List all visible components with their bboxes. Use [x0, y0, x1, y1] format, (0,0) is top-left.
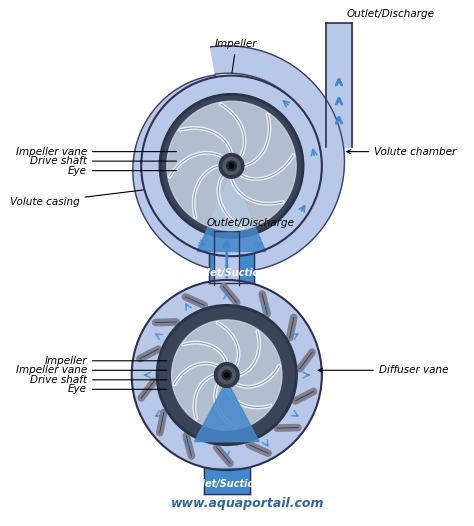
- Bar: [204, 468, 250, 494]
- Text: Outlet/Discharge: Outlet/Discharge: [346, 8, 435, 18]
- Text: Diffuser vane: Diffuser vane: [318, 365, 448, 375]
- Polygon shape: [194, 381, 259, 442]
- Bar: [209, 254, 255, 283]
- Circle shape: [167, 101, 296, 230]
- Circle shape: [224, 373, 229, 378]
- Text: Impeller vane: Impeller vane: [16, 147, 176, 157]
- Circle shape: [156, 305, 297, 446]
- Polygon shape: [197, 174, 266, 251]
- Text: Volute chamber: Volute chamber: [347, 147, 456, 157]
- Bar: [214, 230, 239, 285]
- Circle shape: [219, 154, 244, 178]
- Text: Drive shaft: Drive shaft: [30, 375, 167, 385]
- Circle shape: [162, 96, 301, 235]
- Circle shape: [172, 320, 282, 430]
- Text: Eye: Eye: [68, 385, 167, 394]
- Circle shape: [227, 161, 236, 170]
- Text: Impeller vane: Impeller vane: [16, 365, 167, 375]
- Text: Impeller: Impeller: [45, 356, 167, 366]
- Circle shape: [159, 308, 294, 442]
- Text: www.aquaportail.com: www.aquaportail.com: [171, 497, 324, 510]
- Text: Volute casing: Volute casing: [9, 190, 143, 207]
- Polygon shape: [133, 46, 345, 271]
- Circle shape: [229, 164, 234, 168]
- Text: Inlet/Suction: Inlet/Suction: [196, 268, 267, 278]
- Circle shape: [159, 94, 304, 238]
- Circle shape: [223, 157, 240, 175]
- Circle shape: [141, 76, 322, 256]
- Circle shape: [214, 363, 239, 388]
- Text: Eye: Eye: [68, 166, 176, 176]
- Text: Outlet/Discharge: Outlet/Discharge: [207, 218, 294, 228]
- Text: Inlet/Suction: Inlet/Suction: [191, 479, 262, 489]
- Circle shape: [132, 280, 322, 470]
- Bar: [326, 23, 352, 147]
- Text: Impeller: Impeller: [215, 39, 257, 73]
- Circle shape: [218, 367, 235, 383]
- Text: Drive shaft: Drive shaft: [30, 156, 176, 166]
- Circle shape: [222, 370, 231, 380]
